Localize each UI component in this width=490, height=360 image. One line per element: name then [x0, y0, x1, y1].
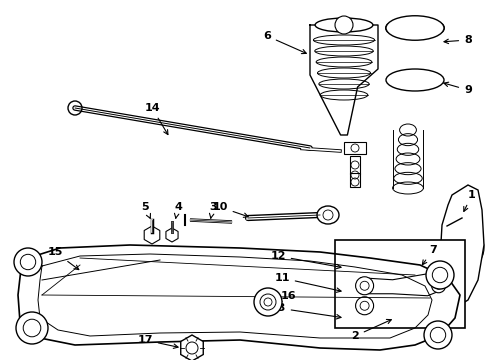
- Text: 2: 2: [351, 319, 392, 341]
- Ellipse shape: [317, 206, 339, 224]
- Polygon shape: [18, 245, 460, 350]
- Circle shape: [335, 16, 353, 34]
- Polygon shape: [310, 25, 378, 135]
- Text: 3: 3: [209, 202, 217, 218]
- Text: 16: 16: [277, 291, 296, 302]
- Circle shape: [424, 321, 452, 349]
- Ellipse shape: [386, 16, 444, 40]
- Text: 1: 1: [464, 190, 476, 211]
- Circle shape: [386, 23, 395, 33]
- Circle shape: [356, 297, 373, 315]
- Text: 13: 13: [270, 303, 341, 319]
- Circle shape: [434, 23, 444, 33]
- Bar: [350, 173, 360, 187]
- Circle shape: [432, 279, 445, 293]
- Bar: [344, 142, 366, 154]
- Text: 9: 9: [444, 82, 472, 95]
- Bar: [335, 240, 465, 328]
- Text: 10: 10: [212, 202, 248, 217]
- Polygon shape: [440, 185, 484, 308]
- Circle shape: [440, 226, 484, 270]
- Ellipse shape: [315, 18, 373, 32]
- Circle shape: [426, 261, 454, 289]
- Text: 6: 6: [263, 31, 306, 54]
- Text: 8: 8: [444, 35, 472, 45]
- Text: 12: 12: [270, 251, 341, 269]
- Text: 7: 7: [422, 245, 437, 265]
- Text: 17: 17: [137, 335, 178, 348]
- Polygon shape: [361, 274, 442, 296]
- Circle shape: [356, 277, 373, 295]
- Circle shape: [16, 312, 48, 344]
- Text: 5: 5: [141, 202, 150, 219]
- Text: 11: 11: [274, 273, 341, 292]
- Text: 15: 15: [48, 247, 79, 270]
- Circle shape: [14, 248, 42, 276]
- Bar: [350, 156, 360, 174]
- Text: 4: 4: [174, 202, 182, 218]
- Ellipse shape: [386, 69, 444, 91]
- Text: 14: 14: [144, 103, 168, 135]
- Circle shape: [254, 288, 282, 316]
